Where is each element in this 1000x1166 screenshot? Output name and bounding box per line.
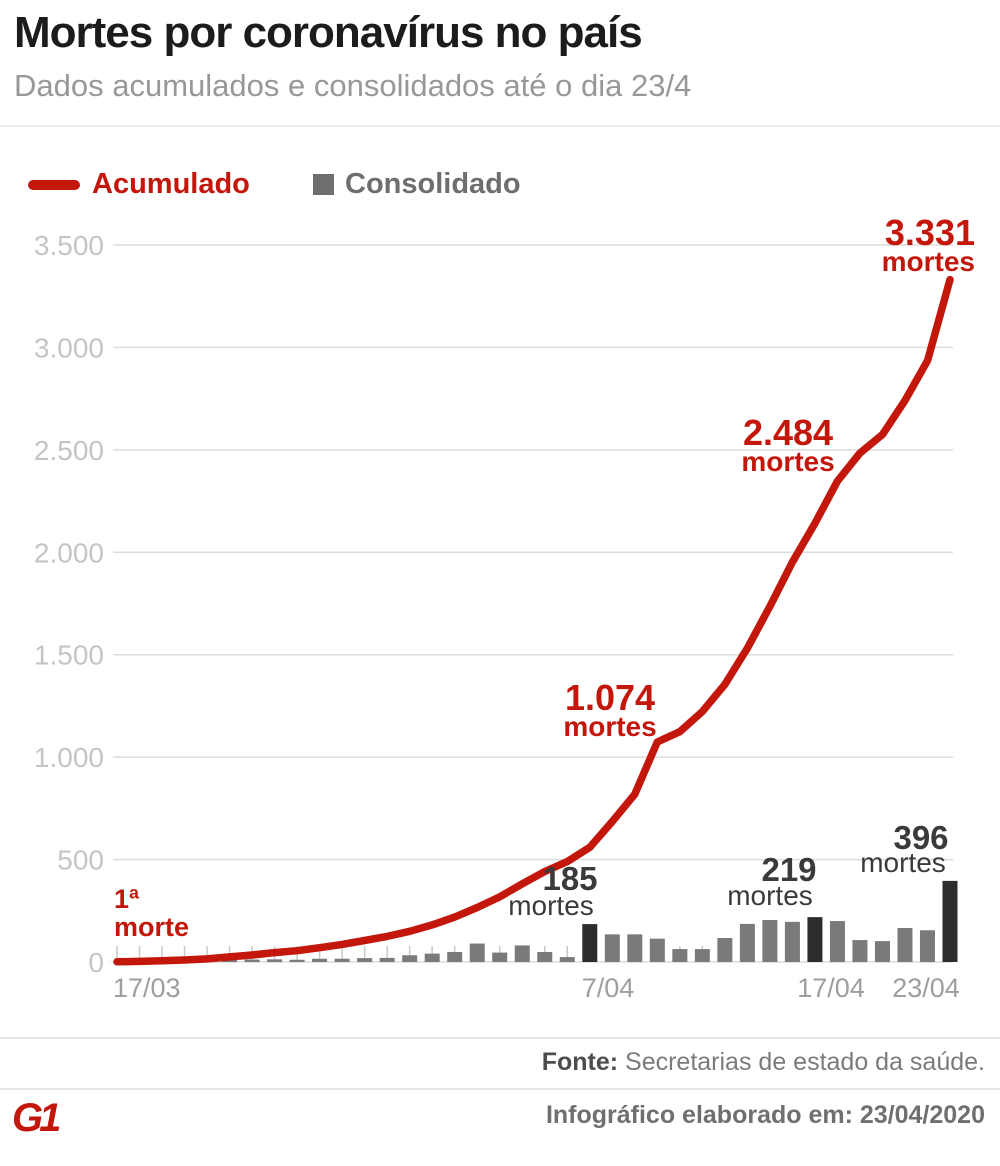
annotation-bar_185-unit: mortes (508, 890, 594, 921)
annotation-first-death-line1: 1ª (114, 884, 139, 914)
bar-19/04 (852, 940, 868, 962)
legend-acumulado: Acumulado (28, 168, 250, 201)
annotation-milestone_3331-value: 3.331 (885, 212, 975, 253)
bar-13/04 (717, 938, 733, 962)
bar-23/03 (244, 959, 260, 962)
y-axis-label-2.000: 2.000 (34, 537, 104, 568)
annotation-milestone_3331-unit: mortes (882, 246, 975, 277)
source-line: Fonte: Secretarias de estado da saúde. (542, 1048, 985, 1077)
line-swatch-icon (28, 179, 80, 190)
x-axis-label-23/04: 23/04 (892, 973, 960, 1003)
bar-08/04 (604, 934, 620, 962)
bar-10/04 (649, 938, 665, 962)
footer-divider-1 (0, 1037, 1000, 1039)
bar-23/04 (942, 880, 958, 962)
bar-30/03 (402, 955, 418, 962)
source-label: Fonte: (541, 1048, 619, 1076)
page-title: Mortes por coronavírus no país (14, 8, 643, 57)
x-axis-label-17/04: 17/04 (797, 973, 865, 1003)
bar-26/03 (312, 958, 328, 962)
bar-31/03 (424, 953, 440, 962)
bar-12/04 (694, 949, 710, 962)
bar-22/03 (222, 959, 238, 962)
bar-29/03 (379, 957, 395, 962)
bar-20/04 (874, 941, 890, 962)
bar-18/04 (829, 921, 845, 962)
y-axis-label-1.000: 1.000 (34, 742, 104, 773)
bar-07/04 (582, 924, 598, 962)
annotation-bar_396-unit: mortes (860, 847, 946, 878)
y-axis-label-500: 500 (57, 845, 104, 876)
y-axis-label-2.500: 2.500 (34, 435, 104, 466)
annotation-bar_219-unit: mortes (727, 880, 813, 911)
page-subtitle: Dados acumulados e consolidados até o di… (14, 68, 692, 103)
bar-21/03 (199, 960, 215, 962)
g1-logo: G1 (12, 1096, 61, 1140)
bar-09/04 (627, 934, 643, 962)
annotation-milestone_2484-value: 2.484 (743, 412, 833, 453)
bar-17/04 (807, 917, 823, 962)
annotation-bar_185-value: 185 (542, 860, 597, 897)
annotation-bar_396-value: 396 (893, 819, 948, 856)
source-text: Secretarias de estado da saúde. (618, 1048, 985, 1076)
annotation-first-death-line2: morte (114, 912, 189, 942)
bar-22/04 (919, 930, 935, 962)
annotation-milestone_2484-unit: mortes (741, 446, 834, 477)
bar-20/03 (177, 961, 193, 962)
bar-28/03 (357, 958, 373, 962)
y-axis-label-1.500: 1.500 (34, 640, 104, 671)
annotation-milestone_1074-value: 1.074 (565, 677, 655, 718)
header-divider (0, 125, 1000, 127)
bar-15/04 (762, 920, 778, 962)
x-axis-label-7/04: 7/04 (582, 973, 635, 1003)
legend-consolidado-label: Consolidado (345, 168, 521, 200)
footer-divider-2 (0, 1088, 1000, 1090)
annotation-bar_219-value: 219 (761, 851, 816, 888)
bar-19/03 (154, 961, 170, 962)
bar-14/04 (739, 923, 755, 962)
y-axis-label-0: 0 (88, 947, 104, 978)
bar-24/03 (267, 959, 283, 962)
bar-27/03 (334, 958, 350, 962)
bar-11/04 (672, 949, 688, 962)
x-axis-label-17/03: 17/03 (113, 973, 181, 1003)
bar-25/03 (289, 959, 305, 962)
bar-06/04 (559, 957, 575, 962)
legend-acumulado-label: Acumulado (92, 168, 250, 200)
bar-04/04 (514, 945, 530, 962)
bar-swatch-icon (313, 174, 334, 195)
bar-16/04 (784, 921, 800, 962)
y-axis-label-3.000: 3.000 (34, 332, 104, 363)
bar-01/04 (447, 951, 463, 962)
bar-05/04 (537, 951, 553, 962)
bar-03/04 (492, 952, 508, 962)
annotation-milestone_1074-unit: mortes (563, 711, 656, 742)
acumulado-line (113, 275, 954, 966)
bar-21/04 (897, 927, 913, 962)
credit-line: Infográfico elaborado em: 23/04/2020 (545, 1101, 985, 1129)
legend-consolidado: Consolidado (313, 168, 521, 201)
bar-02/04 (469, 943, 485, 962)
y-axis-label-3.500: 3.500 (34, 230, 104, 261)
